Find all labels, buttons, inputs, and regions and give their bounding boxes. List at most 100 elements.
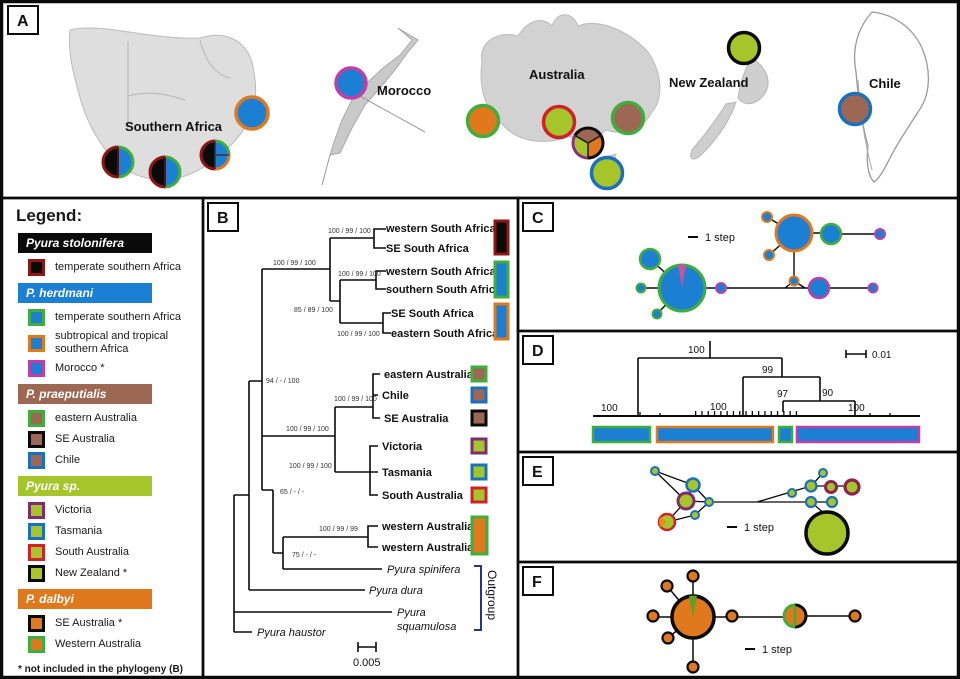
map-pie-south-australia <box>541 104 577 140</box>
tip-label-outgroup: Pyura dura <box>369 585 423 597</box>
legend-item: SE Australia * <box>28 615 201 632</box>
legend-swatch <box>28 615 45 632</box>
tip-label: western Australia <box>381 521 474 533</box>
map-pie-new-zealand <box>726 30 762 66</box>
map-label-southern-africa: Southern Africa <box>125 119 223 134</box>
tip-label: SE South Africa <box>386 243 470 255</box>
legend-item-label: SE Australia * <box>55 617 123 629</box>
step-scale-c-label: 1 step <box>705 232 735 244</box>
scalebar-b-label: 0.005 <box>353 657 381 669</box>
map-label-chile: Chile <box>869 76 901 91</box>
scalebar-d <box>845 350 867 358</box>
map-label-morocco: Morocco <box>377 83 431 98</box>
tip-label-outgroup: Pyura haustor <box>257 627 327 639</box>
map-pie-sa-west <box>101 145 135 179</box>
panel-letter-f: F <box>532 574 542 591</box>
panel-letter-d: D <box>532 343 544 360</box>
legend-item: SE Australia <box>28 431 201 448</box>
legend-item-label: temperate southern Africa <box>55 261 181 273</box>
legend-footnote: * not included in the phylogeny (B) beca… <box>18 664 183 679</box>
tip-label: western South Africa <box>385 266 496 278</box>
legend-item: South Australia <box>28 544 201 561</box>
legend-swatch <box>28 452 45 469</box>
legend-swatch <box>28 410 45 427</box>
legend-item-label: SE Australia <box>55 433 115 445</box>
tip-label: western Australia <box>381 542 474 554</box>
support-value-d: 100 <box>688 345 705 356</box>
legend-item: temperate southern Africa <box>28 259 201 276</box>
panel-letter-e: E <box>532 464 543 481</box>
legend-item-label: Western Australia <box>55 638 142 650</box>
legend-swatch <box>28 502 45 519</box>
map-pie-tasmania <box>589 155 625 191</box>
tree-d <box>593 341 920 417</box>
legend-swatch <box>28 431 45 448</box>
tip-label-outgroup: squamulosa <box>397 621 456 633</box>
legend-item-label: New Zealand * <box>55 567 128 579</box>
panel-letter-b: B <box>217 210 229 227</box>
legend-item: eastern Australia <box>28 410 201 427</box>
support-value-d: 100 <box>710 402 727 413</box>
legend-title: Legend: <box>16 206 83 225</box>
legend-header-p-praeputialis: P. praeputialis <box>18 384 152 404</box>
legend-item-label: Tasmania <box>55 525 103 537</box>
panel-letter-boxes: A B C D E F <box>7 5 554 596</box>
map-pie-sa-southeast <box>199 139 231 171</box>
support-value: 100 / 99 / 100 <box>337 331 380 338</box>
legend-swatch <box>28 259 45 276</box>
tip-label: Chile <box>382 390 409 402</box>
support-value: 100 / 99 / 100 <box>273 260 316 267</box>
legend-item: temperate southern Africa <box>28 309 201 326</box>
legend-swatch <box>28 334 45 352</box>
legend-item-label: temperate southern Africa <box>55 311 181 323</box>
tip-label: SE Australia <box>384 413 449 425</box>
outgroup-bracket <box>474 565 482 631</box>
legend-item-label: Chile <box>55 454 81 466</box>
support-value-d: 99 <box>762 365 774 376</box>
map-morocco <box>321 27 426 186</box>
support-value: 100 / 99 / 100 <box>289 463 332 470</box>
legend-item: Victoria <box>28 502 201 519</box>
support-value-d: 100 <box>848 403 865 414</box>
tip-label: western South Africa <box>385 223 496 235</box>
outgroup-label: Outgroup <box>485 570 499 620</box>
legend-item: New Zealand * <box>28 565 201 582</box>
tip-label: Victoria <box>382 441 423 453</box>
support-value: 100 / 99 / 100 <box>328 228 371 235</box>
legend-swatch <box>28 523 45 540</box>
legend-header-p-herdmani: P. herdmani <box>18 283 152 303</box>
legend-swatch <box>28 565 45 582</box>
legend-header-p-dalbyi: P. dalbyi <box>18 589 152 609</box>
legend-item-label: Victoria <box>55 504 92 516</box>
network-c <box>635 211 886 320</box>
panel-letter-a: A <box>17 13 29 30</box>
legend-swatch <box>28 636 45 653</box>
network-f <box>646 569 862 674</box>
map-new-zealand <box>690 57 769 160</box>
clade-bars-d <box>591 425 921 444</box>
tip-label: South Australia <box>382 490 464 502</box>
tip-label: eastern South Africa <box>391 328 499 340</box>
legend-header-pyura-sp: Pyura sp. <box>18 476 152 496</box>
support-value: 100 / 99 / 100 <box>338 271 381 278</box>
legend-item: Western Australia <box>28 636 201 653</box>
legend-swatch <box>28 544 45 561</box>
legend-item: Morocco * <box>28 360 201 377</box>
support-value: 65 / - / - <box>280 489 305 496</box>
network-e <box>650 466 861 556</box>
map-label-australia: Australia <box>529 67 585 82</box>
legend-header-pyura-stolonifera: Pyura stolonifera <box>18 233 152 253</box>
support-value: 100 / 99 / 99 <box>319 526 358 533</box>
legend-panel: Legend: Pyura stolonifera temperate sout… <box>4 200 201 679</box>
clade-colour-bars <box>470 219 510 556</box>
legend-item: subtropical and tropical southern Africa <box>28 330 201 356</box>
support-value: 100 / 99 / 100 <box>334 396 377 403</box>
panel-letter-c: C <box>532 210 544 227</box>
map-pie-morocco <box>334 66 368 100</box>
legend-item-label: eastern Australia <box>55 412 137 424</box>
tip-label: SE South Africa <box>391 308 475 320</box>
legend-item-label: Morocco * <box>55 362 105 374</box>
support-value-d: 90 <box>822 388 834 399</box>
